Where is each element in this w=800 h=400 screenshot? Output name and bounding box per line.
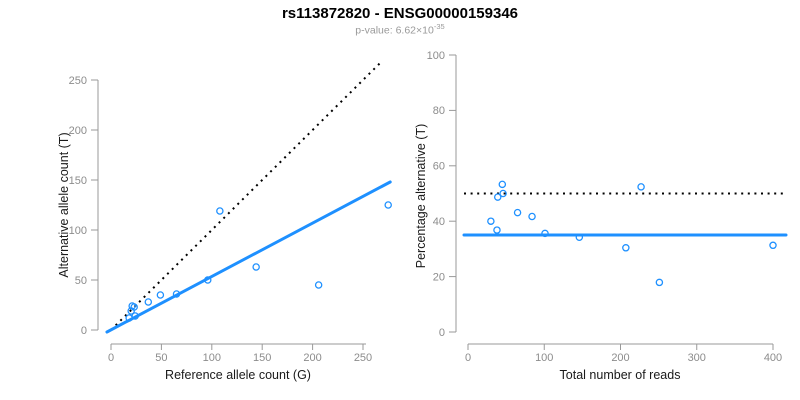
pvalue-mantissa: 6.62 [395, 24, 417, 37]
figure-title: rs113872820 - ENSG00000159346 [281, 5, 519, 22]
left-plot-x-tick-label: 250 [354, 352, 372, 364]
right-plot-point [622, 244, 630, 252]
right-plot-x-tick-label: 300 [688, 352, 706, 364]
right-plot-x-tick-label: 200 [611, 352, 629, 364]
left-plot-point [216, 207, 224, 215]
left-plot-x-tick-label: 100 [203, 352, 221, 364]
left-plot-x-tick-label: 0 [108, 352, 114, 364]
right-plot-point [637, 183, 645, 191]
left-plot-y-tick-label: 50 [75, 275, 87, 287]
left-plot-y-tick-label: 100 [69, 225, 87, 237]
left-y-axis-label: Alternative allele count (T) [57, 132, 71, 278]
right-plot-x-tick-label: 0 [465, 352, 471, 364]
right-plot-point [575, 233, 584, 242]
right-plot-point [769, 241, 777, 250]
left-plot-x-tick-label: 150 [253, 352, 271, 364]
left-plot-y-tick-label: 150 [69, 175, 87, 187]
left-plot-y-tick-label: 250 [69, 75, 87, 87]
pvalue-times: × [416, 24, 423, 37]
right-plot-point [487, 217, 495, 225]
right-plot-y-tick-label: 60 [433, 161, 445, 173]
right-plot-y-tick-label: 40 [433, 216, 445, 228]
left-plot-y-tick-label: 0 [81, 325, 87, 337]
right-plot-point [498, 180, 507, 189]
fit-line [105, 180, 392, 334]
right-plot-point [493, 226, 501, 234]
left-plot-point [314, 281, 323, 289]
left-plot-point [172, 290, 181, 298]
identity-line [110, 61, 382, 331]
left-plot-point [156, 291, 165, 299]
right-plot-point [541, 229, 549, 238]
left-plot-point [131, 312, 139, 320]
left-plot-point [252, 263, 260, 271]
right-plot-point [528, 212, 536, 221]
left-plot-x-tick-label: 50 [155, 352, 167, 364]
pvalue-base: 10 [422, 24, 434, 37]
right-plot-y-tick-label: 20 [433, 271, 445, 283]
right-plot-y-tick-label: 0 [439, 327, 445, 339]
right-plot-point [513, 208, 522, 217]
right-plot-point [493, 193, 502, 201]
left-plot-point [384, 201, 392, 209]
left-plot-x-tick-label: 200 [303, 352, 321, 364]
left-plot-y-tick-label: 200 [69, 125, 87, 137]
right-plot-x-tick-label: 400 [764, 352, 782, 364]
left-plot-point [204, 276, 212, 284]
left-x-axis-label: Reference allele count (G) [165, 368, 311, 382]
right-plot-point [655, 278, 664, 287]
pvalue-exponent: -35 [433, 22, 445, 31]
pvalue-label: p-value: [355, 24, 396, 37]
right-x-axis-label: Total number of reads [559, 368, 681, 382]
left-plot-point [130, 303, 138, 311]
right-plot-x-tick-label: 100 [535, 352, 553, 364]
right-plot-point [499, 189, 507, 198]
left-plot-point [144, 298, 153, 306]
right-plot-y-tick-label: 100 [427, 50, 445, 62]
right-y-axis-label: Percentage alternative (T) [414, 123, 428, 269]
pvalue-subtitle: p-value: 6.62×10-35 [0, 22, 800, 37]
right-plot-y-tick-label: 80 [433, 105, 445, 117]
